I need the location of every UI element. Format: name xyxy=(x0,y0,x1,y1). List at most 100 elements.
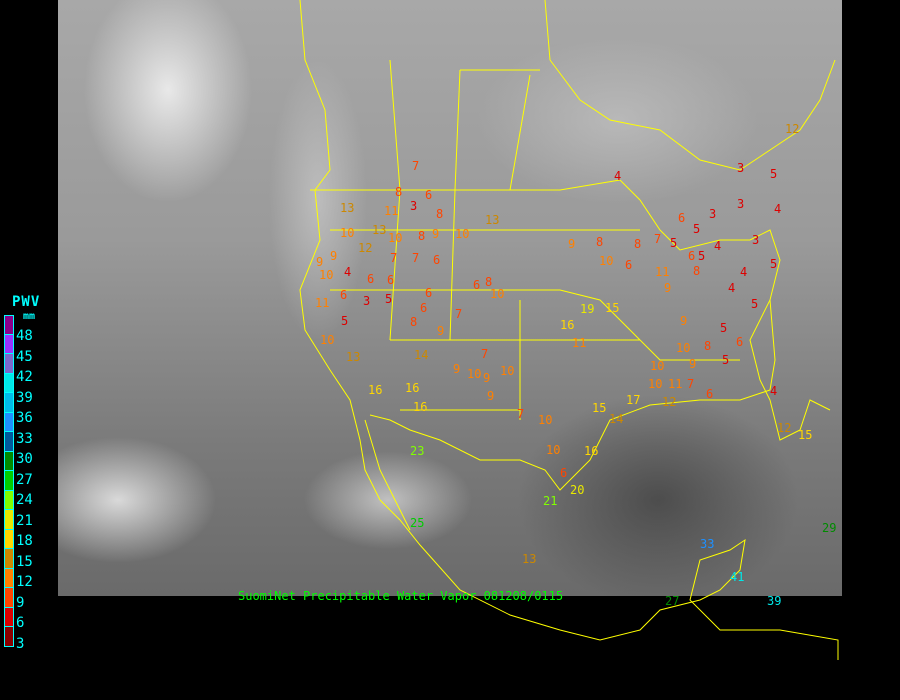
legend-label: 33 xyxy=(16,430,33,447)
station-pwv-value: 4 xyxy=(714,239,721,253)
station-pwv-value: 6 xyxy=(678,211,685,225)
station-pwv-value: 9 xyxy=(680,314,687,328)
station-pwv-value: 6 xyxy=(688,249,695,263)
color-scale-bar xyxy=(4,315,14,647)
station-pwv-value: 6 xyxy=(425,188,432,202)
station-pwv-value: 10 xyxy=(676,341,690,355)
station-pwv-value: 8 xyxy=(418,229,425,243)
station-pwv-value: 27 xyxy=(665,594,679,608)
station-pwv-value: 6 xyxy=(736,335,743,349)
station-pwv-value: 9 xyxy=(483,371,490,385)
station-pwv-value: 10 xyxy=(599,254,613,268)
station-pwv-value: 25 xyxy=(410,516,424,530)
station-pwv-value: 8 xyxy=(693,264,700,278)
station-pwv-value: 41 xyxy=(730,570,744,584)
station-pwv-value: 4 xyxy=(770,384,777,398)
legend-label: 21 xyxy=(16,512,33,529)
station-pwv-value: 7 xyxy=(654,232,661,246)
station-pwv-value: 8 xyxy=(704,339,711,353)
legend-color-block xyxy=(4,471,14,491)
station-pwv-value: 9 xyxy=(487,389,494,403)
legend-label: 39 xyxy=(16,389,33,406)
station-pwv-value: 9 xyxy=(432,227,439,241)
station-pwv-value: 29 xyxy=(822,521,836,535)
legend-label: 30 xyxy=(16,451,33,467)
station-pwv-value: 3 xyxy=(709,207,716,221)
political-borders xyxy=(299,0,839,660)
station-pwv-value: 15 xyxy=(798,428,812,442)
legend-label: 36 xyxy=(16,410,33,426)
legend-label: 15 xyxy=(16,553,33,570)
border-line xyxy=(544,0,836,171)
station-pwv-value: 15 xyxy=(605,301,619,315)
station-pwv-value: 6 xyxy=(706,387,713,401)
station-pwv-value: 12 xyxy=(358,241,372,255)
station-pwv-value: 7 xyxy=(481,347,488,361)
legend-label: 24 xyxy=(16,492,33,508)
legend-color-block xyxy=(4,393,14,413)
station-pwv-value: 10 xyxy=(648,377,662,391)
border-line xyxy=(389,189,401,341)
legend-color-block xyxy=(4,510,14,530)
legend-color-block xyxy=(4,354,14,374)
station-pwv-value: 20 xyxy=(570,483,584,497)
station-pwv-value: 4 xyxy=(740,265,747,279)
station-pwv-value: 8 xyxy=(436,207,443,221)
station-pwv-value: 9 xyxy=(664,281,671,295)
border-line xyxy=(454,69,461,191)
station-pwv-value: 5 xyxy=(670,236,677,250)
legend-color-block xyxy=(4,588,14,608)
station-pwv-value: 3 xyxy=(752,233,759,247)
station-pwv-value: 3 xyxy=(410,199,417,213)
station-pwv-value: 6 xyxy=(473,278,480,292)
station-pwv-value: 16 xyxy=(368,383,382,397)
station-pwv-value: 16 xyxy=(584,444,598,458)
station-pwv-value: 10 xyxy=(500,364,514,378)
station-pwv-value: 5 xyxy=(770,257,777,271)
station-pwv-value: 9 xyxy=(330,249,337,263)
station-pwv-value: 13 xyxy=(522,552,536,566)
station-pwv-value: 23 xyxy=(410,444,424,458)
station-pwv-value: 6 xyxy=(560,466,567,480)
station-pwv-value: 7 xyxy=(412,159,419,173)
station-pwv-value: 7 xyxy=(412,251,419,265)
legend-color-block xyxy=(4,432,14,452)
station-pwv-value: 9 xyxy=(316,255,323,269)
station-pwv-value: 14 xyxy=(414,348,428,362)
station-pwv-value: 39 xyxy=(767,594,781,608)
station-pwv-value: 7 xyxy=(687,377,694,391)
station-pwv-value: 9 xyxy=(689,357,696,371)
station-pwv-value: 8 xyxy=(410,315,417,329)
station-pwv-value: 4 xyxy=(344,265,351,279)
station-pwv-value: 10 xyxy=(340,226,354,240)
station-pwv-value: 6 xyxy=(340,288,347,302)
legend-label: 12 xyxy=(16,574,33,590)
station-pwv-value: 10 xyxy=(546,443,560,457)
station-pwv-value: 8 xyxy=(485,275,492,289)
legend-color-block xyxy=(4,373,14,393)
station-pwv-value: 6 xyxy=(625,258,632,272)
station-pwv-value: 3 xyxy=(737,161,744,175)
station-pwv-value: 6 xyxy=(367,272,374,286)
station-pwv-value: 11 xyxy=(384,204,398,218)
station-pwv-value: 17 xyxy=(626,393,640,407)
station-pwv-value: 21 xyxy=(543,494,557,508)
station-pwv-value: 5 xyxy=(722,353,729,367)
station-pwv-value: 16 xyxy=(560,318,574,332)
station-pwv-value: 16 xyxy=(405,381,419,395)
station-pwv-value: 9 xyxy=(453,362,460,376)
legend-label: 45 xyxy=(16,348,33,365)
station-pwv-value: 16 xyxy=(413,400,427,414)
satellite-map xyxy=(58,0,842,596)
border-line xyxy=(364,419,411,531)
legend-label: 27 xyxy=(16,471,33,488)
station-pwv-value: 7 xyxy=(455,307,462,321)
station-pwv-value: 10 xyxy=(650,359,664,373)
legend-color-block xyxy=(4,607,14,627)
station-pwv-value: 5 xyxy=(698,249,705,263)
station-pwv-value: 10 xyxy=(319,268,333,282)
legend-label: 48 xyxy=(16,328,33,344)
station-pwv-value: 10 xyxy=(455,227,469,241)
legend-label: 42 xyxy=(16,369,33,385)
